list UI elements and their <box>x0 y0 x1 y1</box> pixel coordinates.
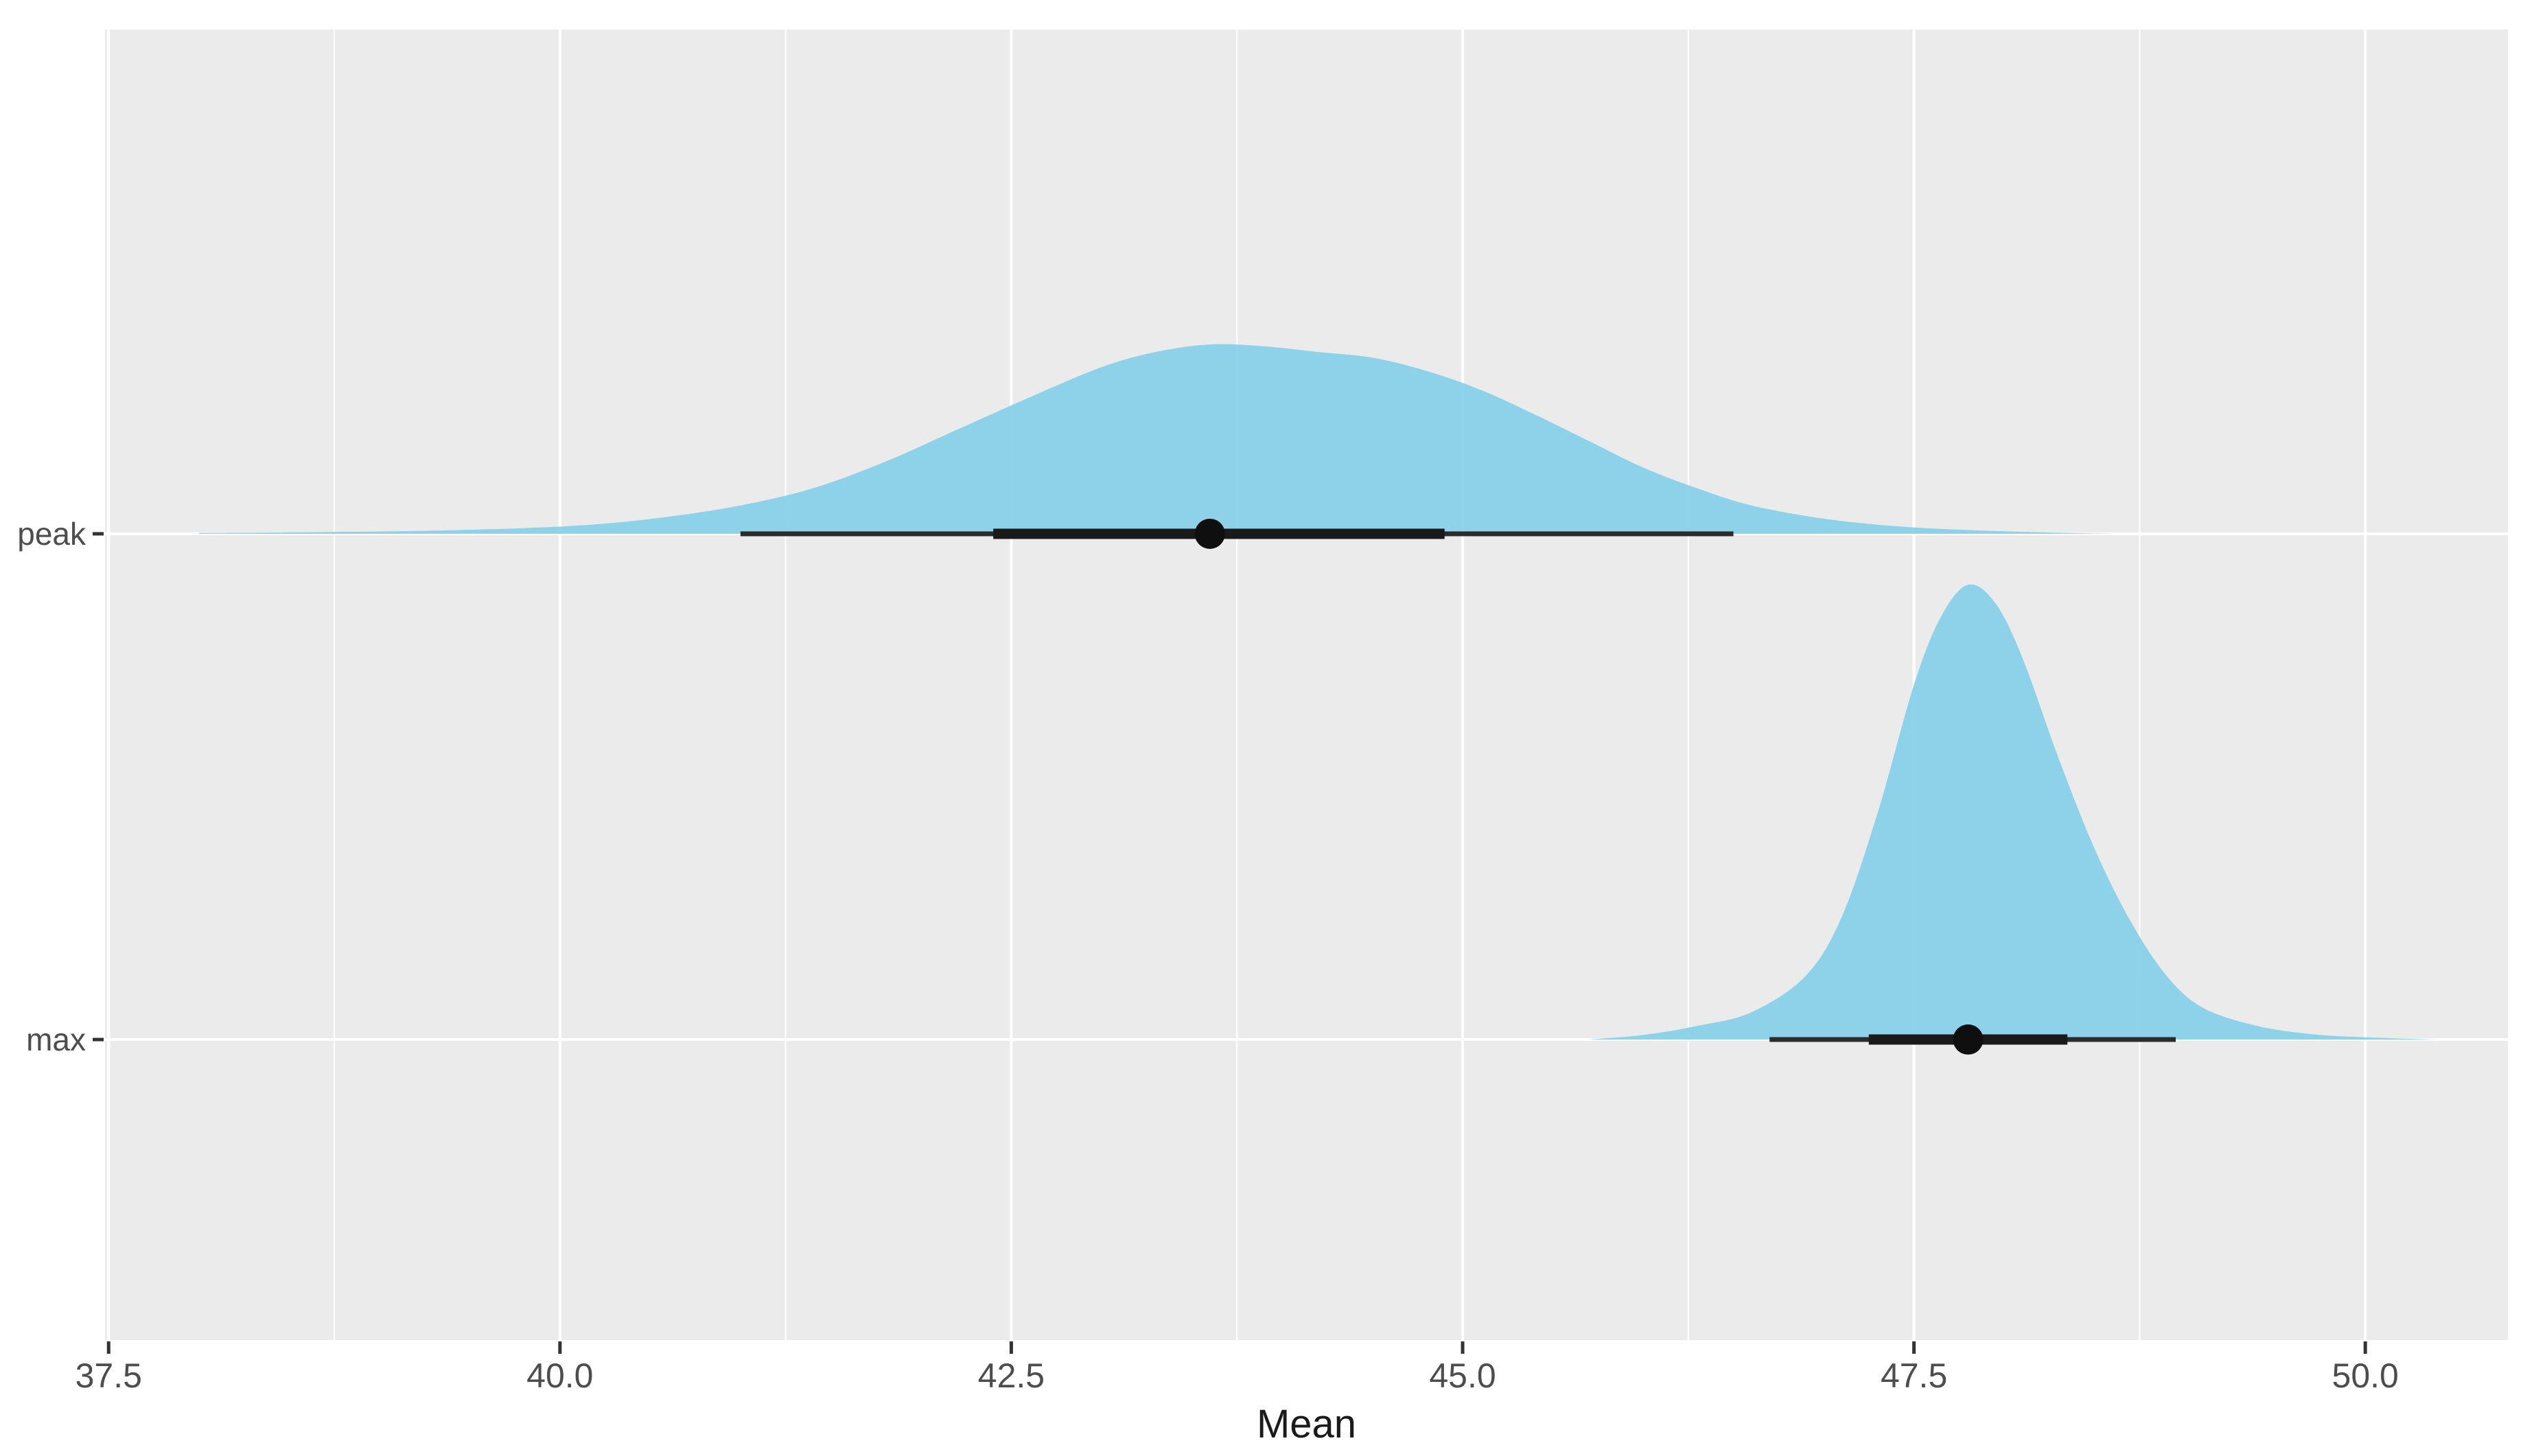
x-tick-label: 37.5 <box>75 1357 142 1395</box>
x-tick-label: 47.5 <box>1881 1357 1947 1395</box>
x-tick-label: 50.0 <box>2332 1357 2399 1395</box>
density-max <box>1589 584 2438 1040</box>
plot-panel <box>105 30 2508 1340</box>
x-tick-label: 42.5 <box>978 1357 1045 1395</box>
point-intervals <box>740 518 2176 1055</box>
y-axis-label-peak: peak <box>17 516 86 552</box>
x-axis-title: Mean <box>1257 1402 1356 1446</box>
density-slabs <box>198 344 2438 1040</box>
axis-tick-marks <box>93 532 2367 1354</box>
y-axis-label-max: max <box>26 1022 86 1057</box>
x-tick-label: 45.0 <box>1429 1357 1496 1395</box>
x-tick-label: 40.0 <box>526 1357 593 1395</box>
density-peak <box>198 344 2113 534</box>
axis-tick-labels: 37.5 40.0 42.5 45.0 47.5 50.0 peak max <box>17 516 2399 1395</box>
gridlines-minor <box>334 30 2141 1340</box>
median-dot-max <box>1953 1024 1984 1055</box>
median-dot-peak <box>1194 518 1225 549</box>
